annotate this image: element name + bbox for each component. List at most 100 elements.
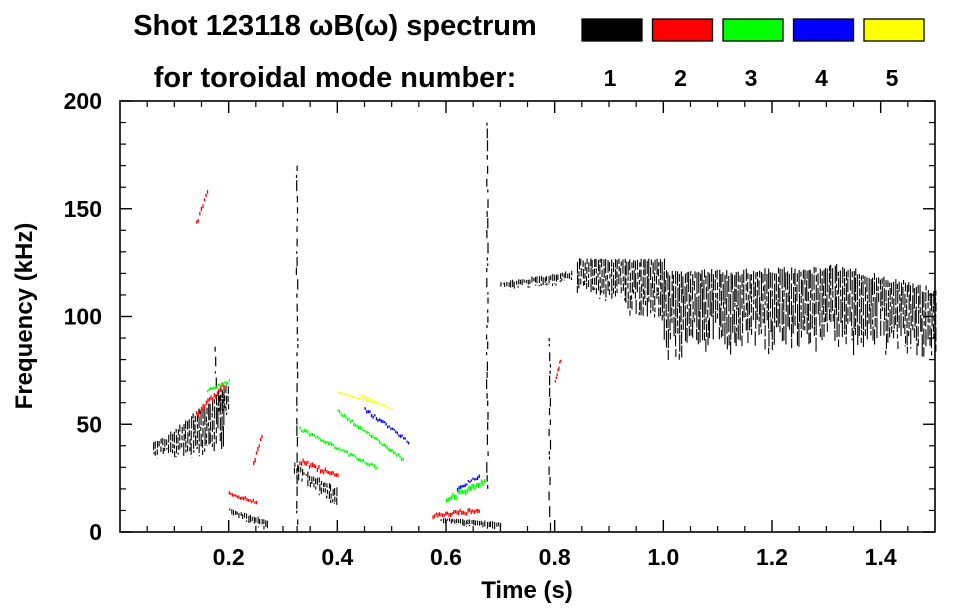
spectrum-mark <box>460 488 462 494</box>
spectrum-mark <box>841 320 843 338</box>
spectrum-mark <box>836 317 838 338</box>
spectrum-mark <box>382 420 384 424</box>
spectrum-mark <box>923 328 925 345</box>
spectrum-mark <box>570 277 572 280</box>
spectrum-mark <box>756 313 758 320</box>
spectrum-mark <box>896 324 898 333</box>
spectrum-mark <box>885 350 887 355</box>
spectrum-mark <box>162 437 164 446</box>
spectrum-mark <box>669 332 671 340</box>
spectrum-mark <box>915 286 917 305</box>
spectrum-mark <box>773 325 775 345</box>
spectrum-mark <box>690 271 692 276</box>
spectrum-mark <box>164 447 166 452</box>
spectrum-mark <box>263 525 265 530</box>
spectrum-mark <box>359 394 361 396</box>
spectrum-mark <box>673 285 675 307</box>
spectrum-mark <box>246 520 248 522</box>
spectrum-mark <box>798 293 800 322</box>
spectrum-mark <box>554 274 556 281</box>
legend-label-mode-4: 4 <box>815 65 828 91</box>
spectrum-mark <box>876 277 878 291</box>
spectrum-mark <box>440 513 442 517</box>
spectrum-mark <box>665 294 667 303</box>
spectrum-mark <box>160 438 162 444</box>
spectrum-mark <box>345 415 347 419</box>
spectrum-mark <box>679 283 681 302</box>
spectrum-mark <box>364 461 366 464</box>
spectrum-mark <box>298 466 300 473</box>
spectrum-mark <box>851 271 853 278</box>
spectrum-mark <box>221 416 223 431</box>
spectrum-mark <box>807 303 809 321</box>
spectrum-mark <box>213 441 215 452</box>
spectrum-mark <box>259 437 262 441</box>
spectrum-mark <box>777 309 779 327</box>
spectrum-mark <box>719 303 721 326</box>
spectrum-mark <box>751 295 753 303</box>
spectrum-mark <box>206 190 209 194</box>
spectrum-mark <box>605 284 607 298</box>
spectrum-mark <box>538 276 540 283</box>
spectrum-mark <box>611 292 613 299</box>
legend-label-mode-2: 2 <box>674 65 687 91</box>
spectrum-mark <box>487 316 489 323</box>
spectrum-mark <box>722 323 724 337</box>
spectrum-mark <box>211 387 213 390</box>
spectrum-mark <box>842 285 844 301</box>
spectrum-mark <box>318 465 320 470</box>
spectrum-mark <box>737 290 739 306</box>
spectrum-mark <box>549 439 552 450</box>
spectrum-mark <box>613 262 615 273</box>
spectrum-mark <box>166 447 168 450</box>
spectrum-mark <box>603 267 605 278</box>
spectrum-mark <box>885 303 887 317</box>
spectrum-mark <box>544 284 546 285</box>
spectrum-mark <box>667 272 669 291</box>
spectrum-mark <box>671 293 673 307</box>
spectrum-mark <box>766 296 768 302</box>
spectrum-mark <box>255 451 258 455</box>
spectrum-mark <box>912 295 914 322</box>
spectrum-mark <box>356 424 358 428</box>
spectrum-mark <box>823 317 825 323</box>
spectrum-mark <box>404 437 406 440</box>
spectrum-mark <box>549 476 551 485</box>
spectrum-mark <box>665 303 667 317</box>
spectrum-mark <box>326 489 328 495</box>
spectrum-mark <box>823 298 825 305</box>
spectrum-mark <box>580 258 582 266</box>
spectrum-mark <box>462 519 464 526</box>
spectrum-mark <box>779 325 781 333</box>
spectrum-mark <box>658 278 660 286</box>
spectrum-mark <box>213 431 215 440</box>
spectrum-mark <box>177 437 179 444</box>
spectrum-mark <box>856 301 858 323</box>
spectrum-mark <box>601 278 603 289</box>
spectrum-mark <box>450 519 452 524</box>
spectrum-mark <box>154 441 156 449</box>
spectrum-mark <box>351 454 353 457</box>
spectrum-mark <box>366 410 368 414</box>
spectrum-mark <box>832 313 834 322</box>
spectrum-mark <box>513 281 515 289</box>
spectrum-mark <box>815 337 817 352</box>
spectrum-mark <box>893 298 895 315</box>
spectrum-mark <box>811 273 813 292</box>
spectrum-mark <box>842 302 844 318</box>
spectrum-mark <box>236 495 238 499</box>
spectrum-mark <box>815 317 817 335</box>
spectrum-mark <box>487 309 489 313</box>
spectrum-mark <box>154 450 156 456</box>
spectrum-mark <box>755 272 757 280</box>
spectrum-mark <box>858 325 860 337</box>
spectrum-mark <box>304 428 306 433</box>
spectrum-mark <box>902 307 904 315</box>
spectrum-mark <box>329 471 331 476</box>
spectrum-mark <box>327 442 330 446</box>
spectrum-mark <box>246 513 248 519</box>
spectrum-mark <box>620 277 622 286</box>
spectrum-mark <box>364 399 366 401</box>
spectrum-mark <box>318 477 320 483</box>
spectrum-mark <box>592 278 594 285</box>
